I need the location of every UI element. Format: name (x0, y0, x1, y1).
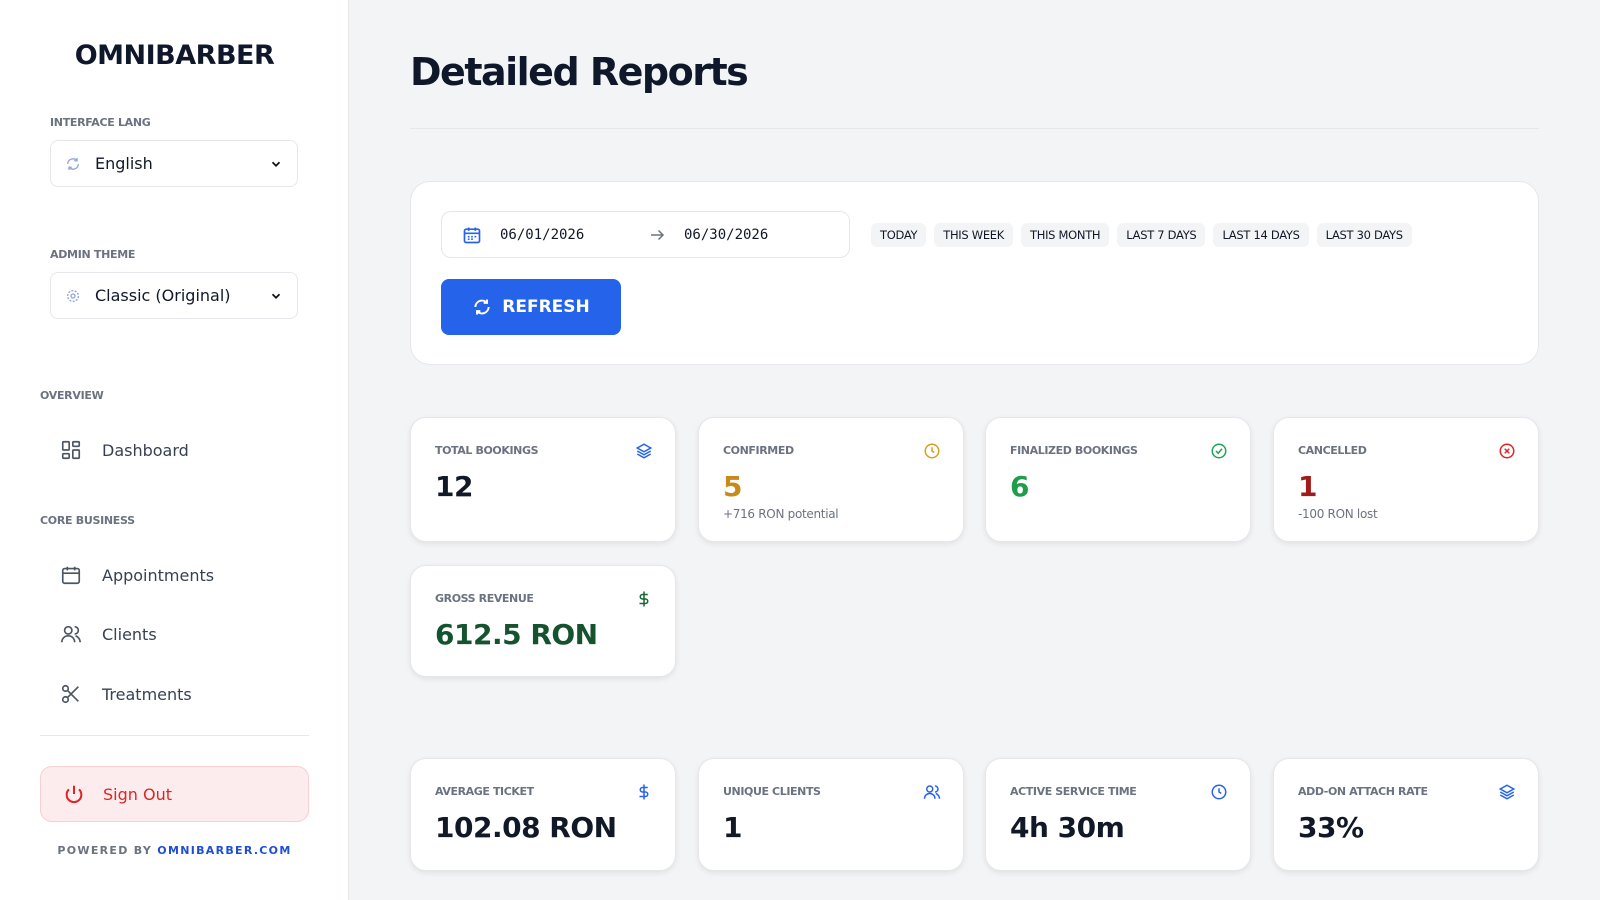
preset-button[interactable]: LAST 7 DAYS (1117, 223, 1206, 247)
select-value: Classic (Original) (95, 286, 231, 305)
stat-icon (639, 784, 649, 800)
stat-note: -100 RON lost (1298, 507, 1378, 521)
theme-select[interactable]: Classic (Original) (50, 272, 298, 319)
refresh-label: REFRESH (502, 297, 590, 317)
stat-label: ACTIVE SERVICE TIME (1010, 785, 1137, 798)
stat-card: UNIQUE CLIENTS 1 (698, 758, 964, 871)
stat-label: CONFIRMED (723, 444, 794, 457)
stat-label: GROSS REVENUE (435, 592, 534, 605)
stat-icon (635, 443, 653, 459)
stat-label: ADD-ON ATTACH RATE (1298, 785, 1428, 798)
preset-group: TODAY THIS WEEK THIS MONTH LAST 7 DAYS LAST … (871, 223, 1412, 247)
stat-value: 6 (1010, 470, 1029, 503)
stat-icon (924, 443, 940, 459)
stat-value: 12 (435, 470, 473, 503)
preset-button[interactable]: THIS MONTH (1021, 223, 1110, 247)
footer-prefix: POWERED BY (57, 844, 153, 857)
nav-section-title: CORE BUSINESS (40, 514, 135, 527)
stat-value: 1 (1298, 470, 1317, 503)
stat-value: 1 (723, 811, 742, 844)
date-from[interactable]: 06/01/2026 (500, 226, 585, 243)
nav-section-title: OVERVIEW (40, 389, 104, 402)
date-to[interactable]: 06/30/2026 (684, 226, 769, 243)
nav-label: Appointments (102, 565, 215, 585)
stat-note: +716 RON potential (723, 507, 839, 521)
sign-out-label: Sign Out (103, 784, 172, 804)
filter-panel (410, 181, 1539, 365)
stat-card: TOTAL BOOKINGS 12 (410, 417, 676, 542)
stat-icon (923, 785, 941, 799)
nav-item[interactable]: Treatments (60, 679, 192, 709)
field-label: ADMIN THEME (50, 248, 136, 261)
stat-card: CANCELLED 1 -100 RON lost (1273, 417, 1539, 542)
stat-label: AVERAGE TICKET (435, 785, 534, 798)
footer: POWERED BY OMNIBARBER.COM (0, 844, 349, 857)
stat-card: ACTIVE SERVICE TIME 4h 30m (985, 758, 1251, 871)
stat-card: AVERAGE TICKET 102.08 RON (410, 758, 676, 871)
stat-icon (1211, 784, 1227, 800)
divider (40, 735, 309, 736)
stat-value: 102.08 RON (435, 811, 617, 844)
stat-value: 5 (723, 470, 742, 503)
brand: OMNIBARBER (74, 40, 275, 71)
stat-label: UNIQUE CLIENTS (723, 785, 821, 798)
refresh-button[interactable]: REFRESH (441, 279, 621, 335)
stat-icon (1499, 443, 1515, 459)
nav-label: Clients (102, 624, 157, 644)
preset-button[interactable]: LAST 30 DAYS (1316, 223, 1412, 247)
stat-label: FINALIZED BOOKINGS (1010, 444, 1138, 457)
stat-value: 612.5 RON (435, 618, 598, 651)
nav-label: Treatments (102, 684, 192, 704)
preset-button[interactable]: LAST 14 DAYS (1213, 223, 1309, 247)
stat-value: 33% (1298, 811, 1364, 844)
select-value: English (95, 154, 153, 173)
stat-label: TOTAL BOOKINGS (435, 444, 539, 457)
footer-link[interactable]: OMNIBARBER.COM (157, 844, 292, 857)
stat-value: 4h 30m (1010, 811, 1125, 844)
field-label: INTERFACE LANG (50, 116, 151, 129)
preset-button[interactable]: TODAY (871, 223, 927, 247)
stat-label: CANCELLED (1298, 444, 1367, 457)
nav-item[interactable]: Appointments (60, 560, 214, 590)
stat-card: GROSS REVENUE 612.5 RON (410, 565, 676, 677)
stat-icon (1498, 784, 1516, 800)
page-title: Detailed Reports (410, 50, 749, 94)
date-range[interactable]: 06/01/2026 06/30/2026 (441, 211, 850, 258)
nav-item[interactable]: Clients (60, 619, 157, 649)
stat-icon (1211, 443, 1227, 459)
stat-card: ADD-ON ATTACH RATE 33% (1273, 758, 1539, 871)
preset-button[interactable]: THIS WEEK (934, 223, 1013, 247)
language-select[interactable]: English (50, 140, 298, 187)
nav-label: Dashboard (102, 440, 189, 460)
divider (410, 128, 1539, 129)
sign-out-button[interactable]: Sign Out (40, 766, 309, 822)
nav-item[interactable]: Dashboard (60, 435, 189, 465)
stat-card: CONFIRMED 5 +716 RON potential (698, 417, 964, 542)
stat-card: FINALIZED BOOKINGS 6 (985, 417, 1251, 542)
sidebar: OMNIBARBER INTERFACE LANG English ADMIN … (0, 0, 349, 900)
stat-icon (639, 591, 649, 607)
